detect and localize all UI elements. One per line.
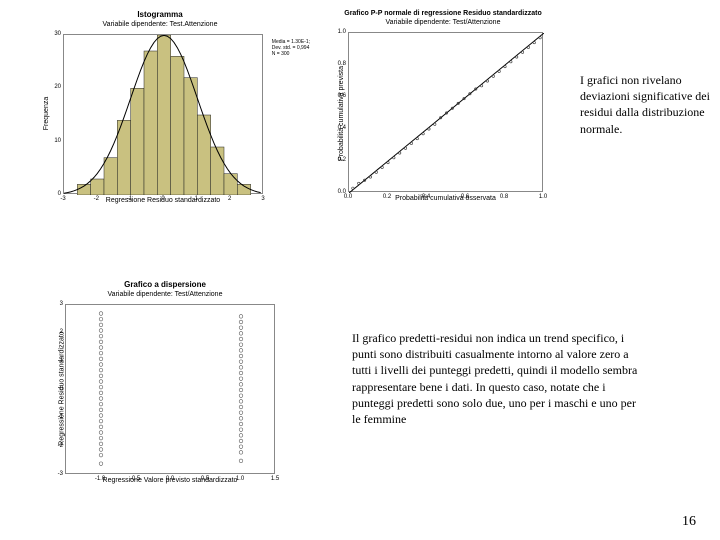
- scatter-plot-area: [65, 304, 275, 474]
- histogram-chart: Istogramma Variabile dipendente: Test.At…: [35, 10, 285, 204]
- histogram-plot-area: Media = 1.30E-1; Dev. std. = 0,994 N = 3…: [63, 34, 263, 194]
- pp-ylabel: Probabilità cumulativa prevista: [338, 66, 345, 161]
- histogram-stats: Media = 1.30E-1; Dev. std. = 0,994 N = 3…: [272, 39, 310, 57]
- caption-right: I grafici non rivelano deviazioni signif…: [580, 72, 710, 137]
- page-number: 16: [682, 514, 696, 530]
- caption-bottom: Il grafico predetti-residui non indica u…: [352, 330, 642, 427]
- pp-title: Grafico P-P normale di regressione Resid…: [318, 10, 568, 17]
- scatter-ylabel: Regressione Residuo standardizzato: [59, 331, 66, 445]
- pp-plot-area: [348, 32, 543, 192]
- pp-subtitle: Variabile dipendente: Test/Attenzione: [318, 19, 568, 26]
- histogram-ylabel: Frequenza: [43, 97, 50, 130]
- histogram-subtitle: Variabile dipendente: Test.Attenzione: [35, 21, 285, 28]
- scatter-title: Grafico a dispersione: [35, 280, 295, 289]
- scatter-subtitle: Variabile dipendente: Test/Attenzione: [35, 291, 295, 298]
- scatter-chart: Grafico a dispersione Variabile dipenden…: [35, 280, 295, 484]
- pp-plot-chart: Grafico P-P normale di regressione Resid…: [318, 10, 568, 202]
- pp-xlabel: Probabilità cumulativa osservata: [348, 195, 543, 202]
- histogram-title: Istogramma: [35, 10, 285, 19]
